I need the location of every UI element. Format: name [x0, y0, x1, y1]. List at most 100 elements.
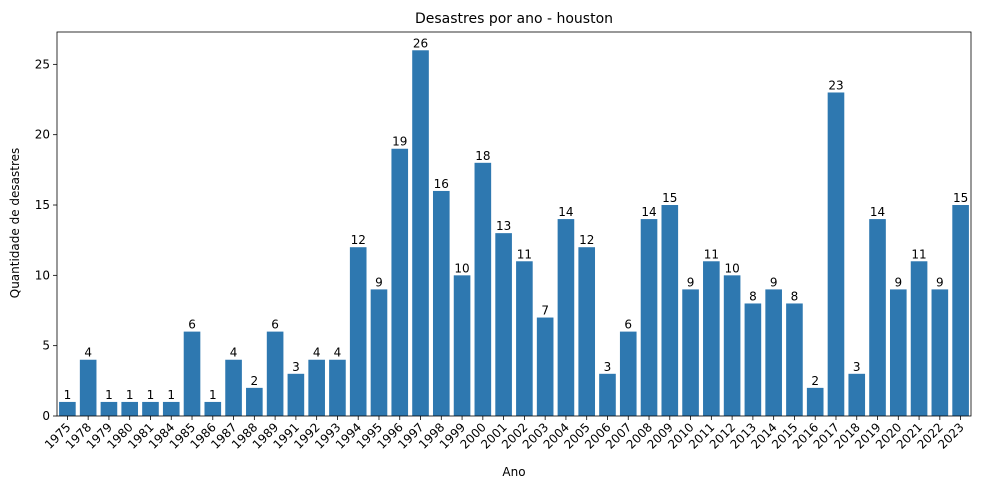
bar	[287, 373, 305, 416]
bar	[495, 233, 512, 416]
plot-area: 1197541978119791198011981119846198511986…	[35, 31, 972, 452]
bar	[391, 148, 409, 416]
bar-value-label: 9	[936, 275, 944, 289]
bar	[827, 92, 845, 416]
bar	[142, 401, 159, 416]
bar-value-label: 8	[749, 289, 757, 303]
bar-value-label: 1	[126, 388, 134, 402]
bar-value-label: 6	[271, 318, 279, 332]
bar-value-label: 11	[517, 247, 532, 261]
y-tick-label: 25	[35, 57, 50, 71]
bar	[79, 359, 97, 416]
bar	[952, 205, 969, 416]
bar	[516, 261, 533, 416]
bar	[59, 401, 76, 416]
bar-value-label: 18	[475, 149, 490, 163]
bar	[100, 401, 118, 416]
bar-value-label: 1	[147, 388, 155, 402]
bar-value-label: 9	[687, 275, 695, 289]
y-tick-label: 5	[42, 339, 50, 353]
bar	[806, 387, 824, 416]
bar-value-label: 7	[541, 304, 549, 318]
bar-value-label: 12	[351, 233, 366, 247]
bar	[765, 289, 782, 416]
bar-value-label: 4	[334, 346, 342, 360]
bar-value-label: 1	[64, 388, 72, 402]
bar	[931, 289, 949, 416]
bar-value-label: 2	[811, 374, 819, 388]
bar-value-label: 1	[105, 388, 113, 402]
bar	[162, 401, 180, 416]
bar	[204, 401, 222, 416]
y-tick-label: 15	[35, 198, 50, 212]
chart-title: Desastres por ano - houston	[415, 11, 613, 27]
bar-value-label: 3	[292, 360, 300, 374]
bar	[225, 359, 242, 416]
bar-value-label: 10	[454, 261, 469, 275]
bar-value-label: 26	[413, 36, 428, 50]
bar-value-label: 9	[894, 275, 902, 289]
bar-value-label: 12	[579, 233, 594, 247]
bar	[349, 247, 367, 416]
bar	[578, 247, 596, 416]
bar-value-label: 6	[624, 318, 632, 332]
bar-value-label: 23	[828, 78, 843, 92]
bar	[536, 317, 554, 416]
bar-value-label: 8	[791, 289, 799, 303]
bar-value-label: 15	[953, 191, 968, 205]
bar-value-label: 4	[313, 346, 321, 360]
bar	[661, 205, 679, 416]
bar-value-label: 4	[84, 346, 92, 360]
bar	[246, 387, 263, 416]
bar	[183, 331, 201, 416]
bar-value-label: 9	[770, 275, 778, 289]
bar-value-label: 9	[375, 275, 383, 289]
bar	[910, 261, 928, 416]
bar-value-label: 4	[230, 346, 238, 360]
bar-value-label: 1	[167, 388, 175, 402]
bar	[308, 359, 325, 416]
bar-value-label: 19	[392, 135, 407, 149]
y-axis-label: Quantidade de desastres	[8, 148, 22, 299]
y-tick-label: 20	[35, 128, 50, 142]
bar-value-label: 14	[870, 205, 885, 219]
bar-value-label: 2	[251, 374, 259, 388]
bar	[412, 50, 429, 417]
y-tick-label: 0	[42, 409, 50, 423]
bar	[599, 373, 616, 416]
bar	[744, 303, 762, 416]
bar	[453, 275, 471, 416]
bar	[640, 219, 658, 416]
bar	[682, 289, 699, 416]
bar	[266, 331, 284, 416]
bar-value-label: 11	[704, 247, 719, 261]
bar	[557, 219, 575, 416]
bar-value-label: 14	[558, 205, 573, 219]
bar	[889, 289, 907, 416]
bar-value-label: 6	[188, 318, 196, 332]
bar-value-label: 10	[724, 261, 739, 275]
bar-value-label: 1	[209, 388, 217, 402]
bar-value-label: 11	[911, 247, 926, 261]
bar	[723, 275, 741, 416]
x-axis-label: Ano	[502, 465, 525, 479]
bar-value-label: 14	[641, 205, 656, 219]
bar	[869, 219, 886, 416]
bar	[432, 190, 450, 416]
bar-value-label: 15	[662, 191, 677, 205]
bar-value-label: 13	[496, 219, 511, 233]
bar	[619, 331, 637, 416]
bar	[329, 359, 346, 416]
bar	[370, 289, 388, 416]
bar	[703, 261, 720, 416]
bar	[474, 162, 492, 416]
bar-value-label: 16	[434, 177, 449, 191]
plot-frame	[56, 31, 972, 417]
bar	[848, 373, 866, 416]
bar-value-label: 3	[853, 360, 861, 374]
bar	[786, 303, 803, 416]
y-tick-label: 10	[35, 268, 50, 282]
bar-value-label: 3	[604, 360, 612, 374]
bar	[121, 401, 139, 416]
